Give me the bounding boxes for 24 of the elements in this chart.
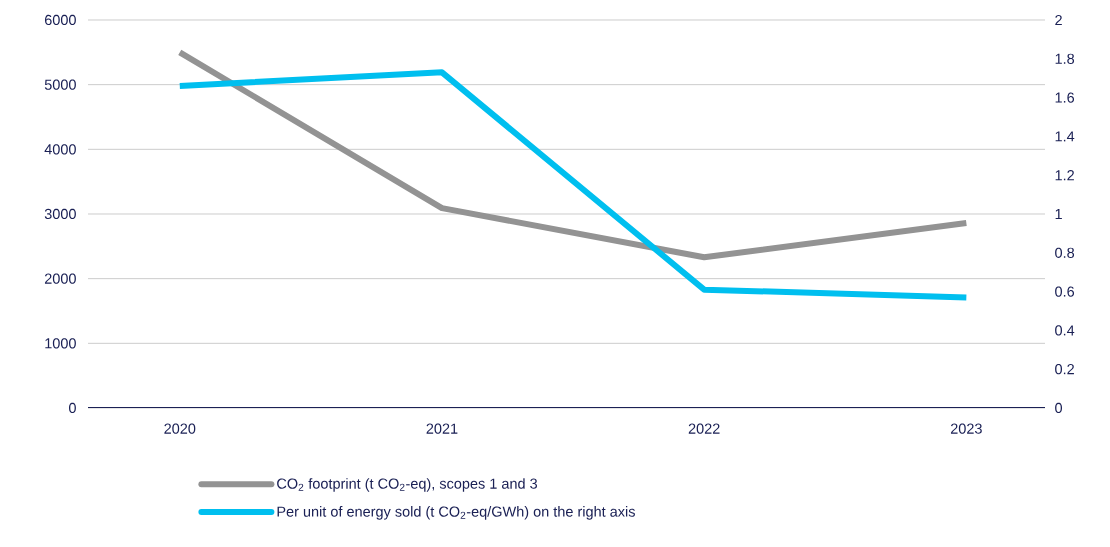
y2-tick-label: 0.8 [1055,247,1075,258]
y2-tick-label: 0.6 [1055,286,1075,297]
legend-label: CO$_{2}$ footprint (t CO$_{2}$-eq), scopes 1 and 3 [277,478,538,492]
y-tick-label: 5000 [44,79,76,90]
y2-tick-label: 1.8 [1055,53,1075,64]
y2-tick-label: 2 [1055,14,1062,26]
x-tick-label: 2022 [688,423,720,434]
y-tick-label: 0 [68,402,76,414]
y-tick-label: 3000 [44,208,76,220]
x-tick-label: 2021 [426,423,458,434]
y2-tick-label: 0.2 [1055,364,1074,375]
y-tick-label: 1000 [45,338,76,349]
y2-tick-label: 0 [1055,402,1063,414]
x-tick-label: 2020 [164,423,196,434]
y2-tick-label: 1 [1055,209,1062,219]
legend-label: Per unit of energy sold (t CO$_{2}$-eq/GWh) on the right axis [277,506,635,520]
y-tick-label: 4000 [44,144,76,155]
y2-tick-label: 1.2 [1055,170,1074,181]
x-tick-label: 2023 [950,423,982,434]
y2-tick-label: 1.6 [1055,92,1075,103]
y2-tick-label: 1.4 [1055,131,1075,142]
y-tick-label: 6000 [44,14,76,26]
y-tick-label: 2000 [44,273,76,284]
y2-tick-label: 0.4 [1055,325,1075,336]
